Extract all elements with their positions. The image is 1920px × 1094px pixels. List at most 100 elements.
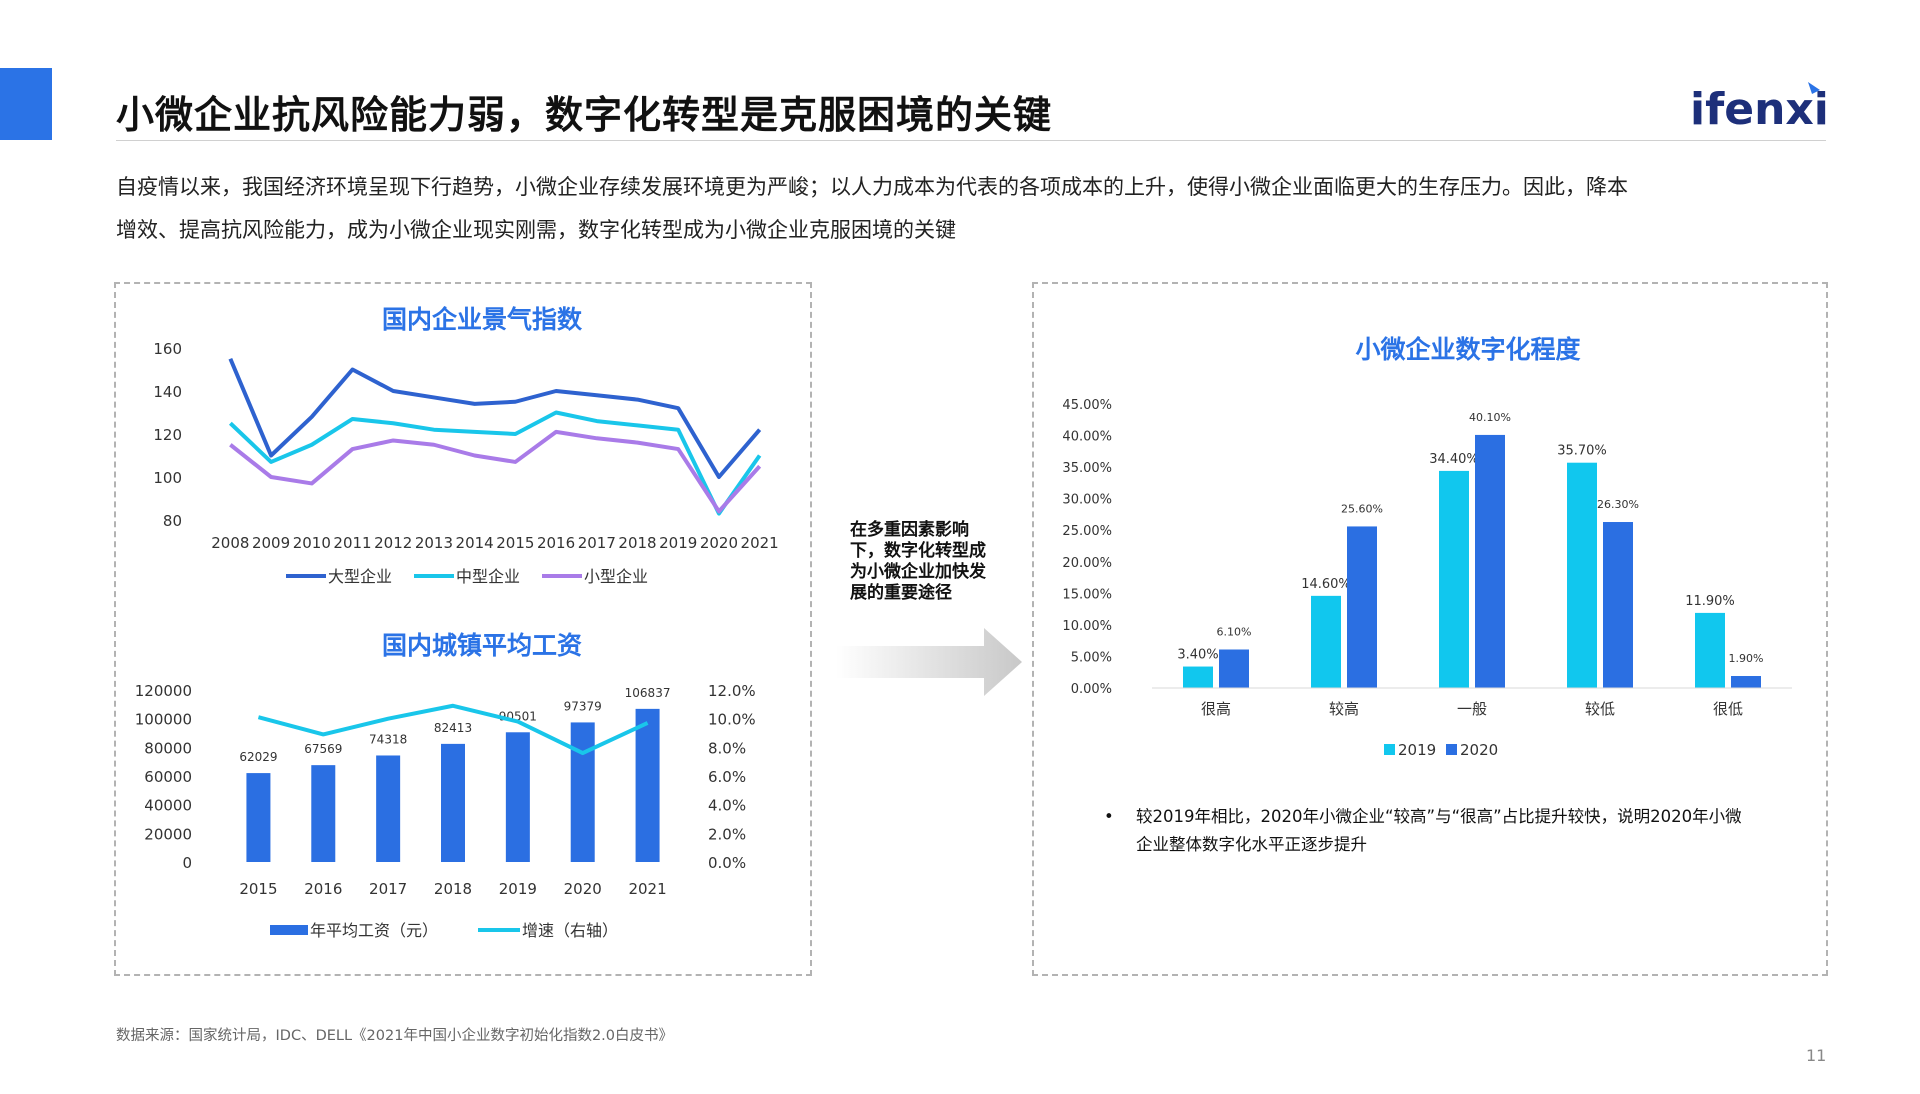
y-tick-label: 5.00%	[1071, 650, 1112, 665]
data-label: 82413	[434, 721, 472, 735]
legend-swatch	[1446, 744, 1457, 755]
bar	[1219, 649, 1249, 688]
y-tick-label: 25.00%	[1062, 524, 1112, 539]
x-tick-label: 2019	[499, 880, 537, 898]
data-label: 1.90%	[1729, 652, 1764, 665]
x-tick-label: 2019	[659, 534, 697, 552]
intro-paragraph: 自疫情以来，我国经济环境呈现下行趋势，小微企业存续发展环境更为严峻；以人力成本为…	[116, 166, 1836, 252]
bar	[1439, 470, 1469, 688]
y-tick-label: 30.00%	[1062, 493, 1112, 508]
y-tick-label: 40000	[144, 797, 192, 815]
business-climate-line-chart: 国内企业景气指数 160 140 120 100 80 2008 2009 2010 2011…	[153, 305, 779, 586]
y-tick-label: 160	[153, 340, 182, 358]
x-tick-label: 2018	[434, 880, 472, 898]
x-tick-label: 2021	[628, 880, 666, 898]
bar	[505, 732, 530, 862]
y-tick-label: 140	[153, 383, 182, 401]
y-tick-label: 35.00%	[1062, 461, 1112, 476]
data-label: 25.60%	[1341, 502, 1383, 515]
conclusion-bullet: • 较2019年相比，2020年小微企业“较高”与“很高”占比提升较快，说明20…	[1104, 803, 1814, 859]
series-line	[229, 429, 762, 514]
data-label: 26.30%	[1597, 498, 1639, 511]
y-tick-label: 120	[153, 426, 182, 444]
x-tick-label: 较低	[1585, 700, 1615, 718]
chart-title: 国内企业景气指数	[382, 305, 583, 334]
x-tick-label: 2015	[239, 880, 277, 898]
x-tick-label: 2008	[211, 534, 249, 552]
y-tick-label: 80000	[144, 739, 192, 757]
bar	[1475, 434, 1505, 688]
bar	[1347, 526, 1377, 688]
x-tick-label: 很高	[1201, 700, 1231, 718]
y-tick-label: 60000	[144, 768, 192, 786]
bar	[1183, 666, 1213, 688]
y-tick-label: 100000	[135, 711, 192, 729]
x-tick-label: 2012	[374, 534, 412, 552]
digitalization-level-bar-chart: 小微企业数字化程度 45.00% 40.00% 35.00% 30.00% 25.00%…	[1062, 335, 1792, 759]
legend-label: 小型企业	[584, 567, 648, 586]
x-tick-label: 2009	[252, 534, 290, 552]
data-label: 97379	[564, 699, 602, 713]
growth-line	[257, 703, 649, 756]
transition-arrow-icon	[836, 628, 1022, 696]
data-label: 67569	[304, 742, 342, 756]
y-tick-label: 120000	[135, 682, 192, 700]
intro-line-2: 增效、提高抗风险能力，成为小微企业现实刚需，数字化转型成为小微企业克服困境的关键	[116, 218, 956, 242]
logo-text: ifenxi	[1690, 84, 1829, 135]
y-tick-label: 45.00%	[1062, 398, 1112, 413]
bar	[311, 765, 336, 862]
x-tick-label: 2015	[496, 534, 534, 552]
x-tick-label: 2021	[741, 534, 779, 552]
data-label: 14.60%	[1301, 577, 1351, 592]
x-tick-label: 2017	[369, 880, 407, 898]
page-title: 小微企业抗风险能力弱，数字化转型是克服困境的关键	[116, 93, 1053, 137]
y-tick-label: 20000	[144, 825, 192, 843]
x-tick-label: 2016	[304, 880, 342, 898]
bar	[376, 755, 401, 862]
bullet-dot: •	[1104, 807, 1114, 826]
intro-line-1: 自疫情以来，我国经济环境呈现下行趋势，小微企业存续发展环境更为严峻；以人力成本为…	[116, 175, 1628, 199]
bullet-line-2: 企业整体数字化水平正逐步提升	[1136, 835, 1367, 854]
bar	[1567, 462, 1597, 688]
data-label: 106837	[625, 686, 671, 700]
data-label: 35.70%	[1557, 444, 1607, 459]
x-tick-label: 一般	[1457, 700, 1487, 718]
y2-tick-label: 8.0%	[708, 739, 746, 757]
legend-label: 2019	[1398, 741, 1436, 759]
x-tick-label: 2016	[537, 534, 575, 552]
x-tick-label: 较高	[1329, 700, 1359, 718]
data-label: 62029	[239, 750, 277, 764]
legend-label: 增速（右轴）	[522, 921, 618, 940]
data-label: 6.10%	[1217, 626, 1252, 639]
legend-label: 大型企业	[328, 567, 392, 586]
y2-tick-label: 12.0%	[708, 682, 756, 700]
y-tick-label: 40.00%	[1062, 430, 1112, 445]
bar	[570, 722, 595, 862]
y-tick-label: 20.00%	[1062, 556, 1112, 571]
title-accent-bar	[0, 68, 52, 140]
page-number: 11	[1806, 1046, 1827, 1065]
chart-title: 国内城镇平均工资	[382, 631, 582, 660]
right-chart-panel	[1032, 282, 1828, 976]
x-tick-label: 2018	[618, 534, 656, 552]
series-line	[228, 357, 762, 479]
logo-arrow-icon	[1808, 82, 1820, 94]
y2-tick-label: 6.0%	[708, 768, 746, 786]
legend-label: 2020	[1460, 741, 1498, 759]
x-tick-label: 2011	[333, 534, 371, 552]
bar	[1695, 612, 1725, 688]
legend-label: 中型企业	[456, 567, 520, 586]
legend-label: 年平均工资（元）	[310, 921, 438, 940]
y-tick-label: 80	[163, 512, 182, 530]
y-tick-label: 15.00%	[1062, 587, 1112, 602]
legend-swatch	[1384, 744, 1395, 755]
y-tick-label: 100	[153, 469, 182, 487]
x-tick-label: 2020	[564, 880, 602, 898]
y2-tick-label: 0.0%	[708, 854, 746, 872]
y2-tick-label: 10.0%	[708, 711, 756, 729]
ifenxi-logo: ifenxi	[1690, 82, 1829, 135]
y-tick-label: 10.00%	[1062, 619, 1112, 634]
data-label: 74318	[369, 732, 407, 746]
bar	[441, 743, 465, 862]
x-tick-label: 2020	[700, 534, 738, 552]
